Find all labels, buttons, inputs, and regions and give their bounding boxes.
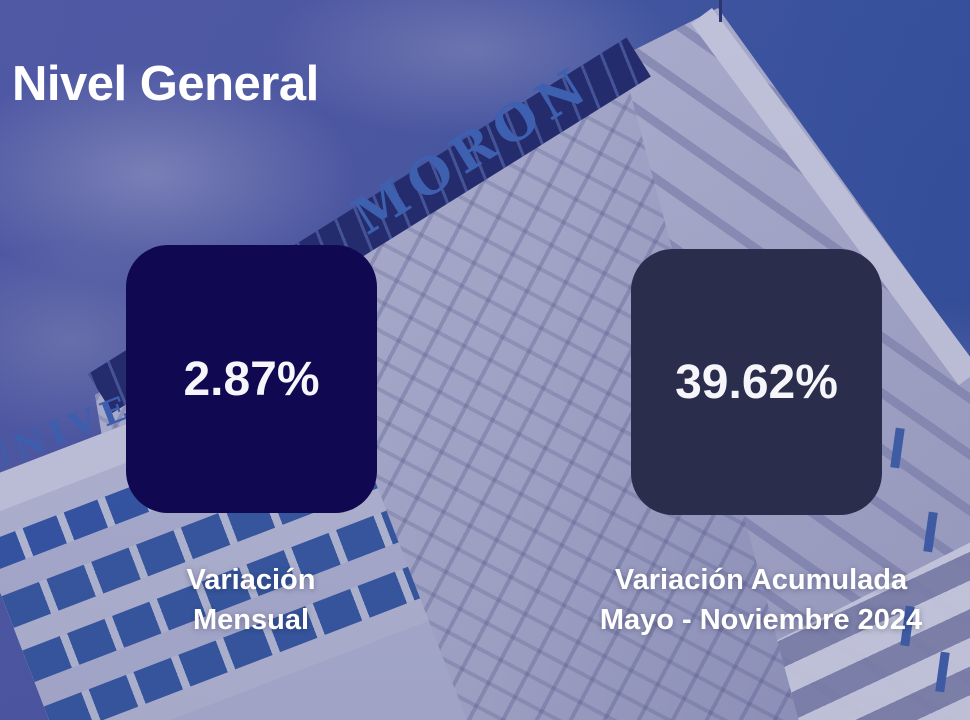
stat-label-monthly: Variación Mensual [96,560,406,640]
stat-label-monthly-line1: Variación [186,564,316,596]
page-title: Nivel General [12,57,319,111]
stat-card-monthly: 2.87% [126,245,377,513]
stat-label-accumulated-line1: Variación Acumulada [614,564,908,596]
stat-value-accumulated: 39.62% [675,355,838,409]
stat-card-accumulated: 39.62% [631,249,882,515]
stat-label-monthly-line2: Mensual [192,604,310,636]
stat-label-accumulated-line2: Mayo - Noviembre 2024 [599,604,923,636]
stat-value-monthly: 2.87% [183,352,320,406]
stat-label-accumulated: Variación Acumulada Mayo - Noviembre 202… [556,560,966,640]
antenna [719,0,722,22]
